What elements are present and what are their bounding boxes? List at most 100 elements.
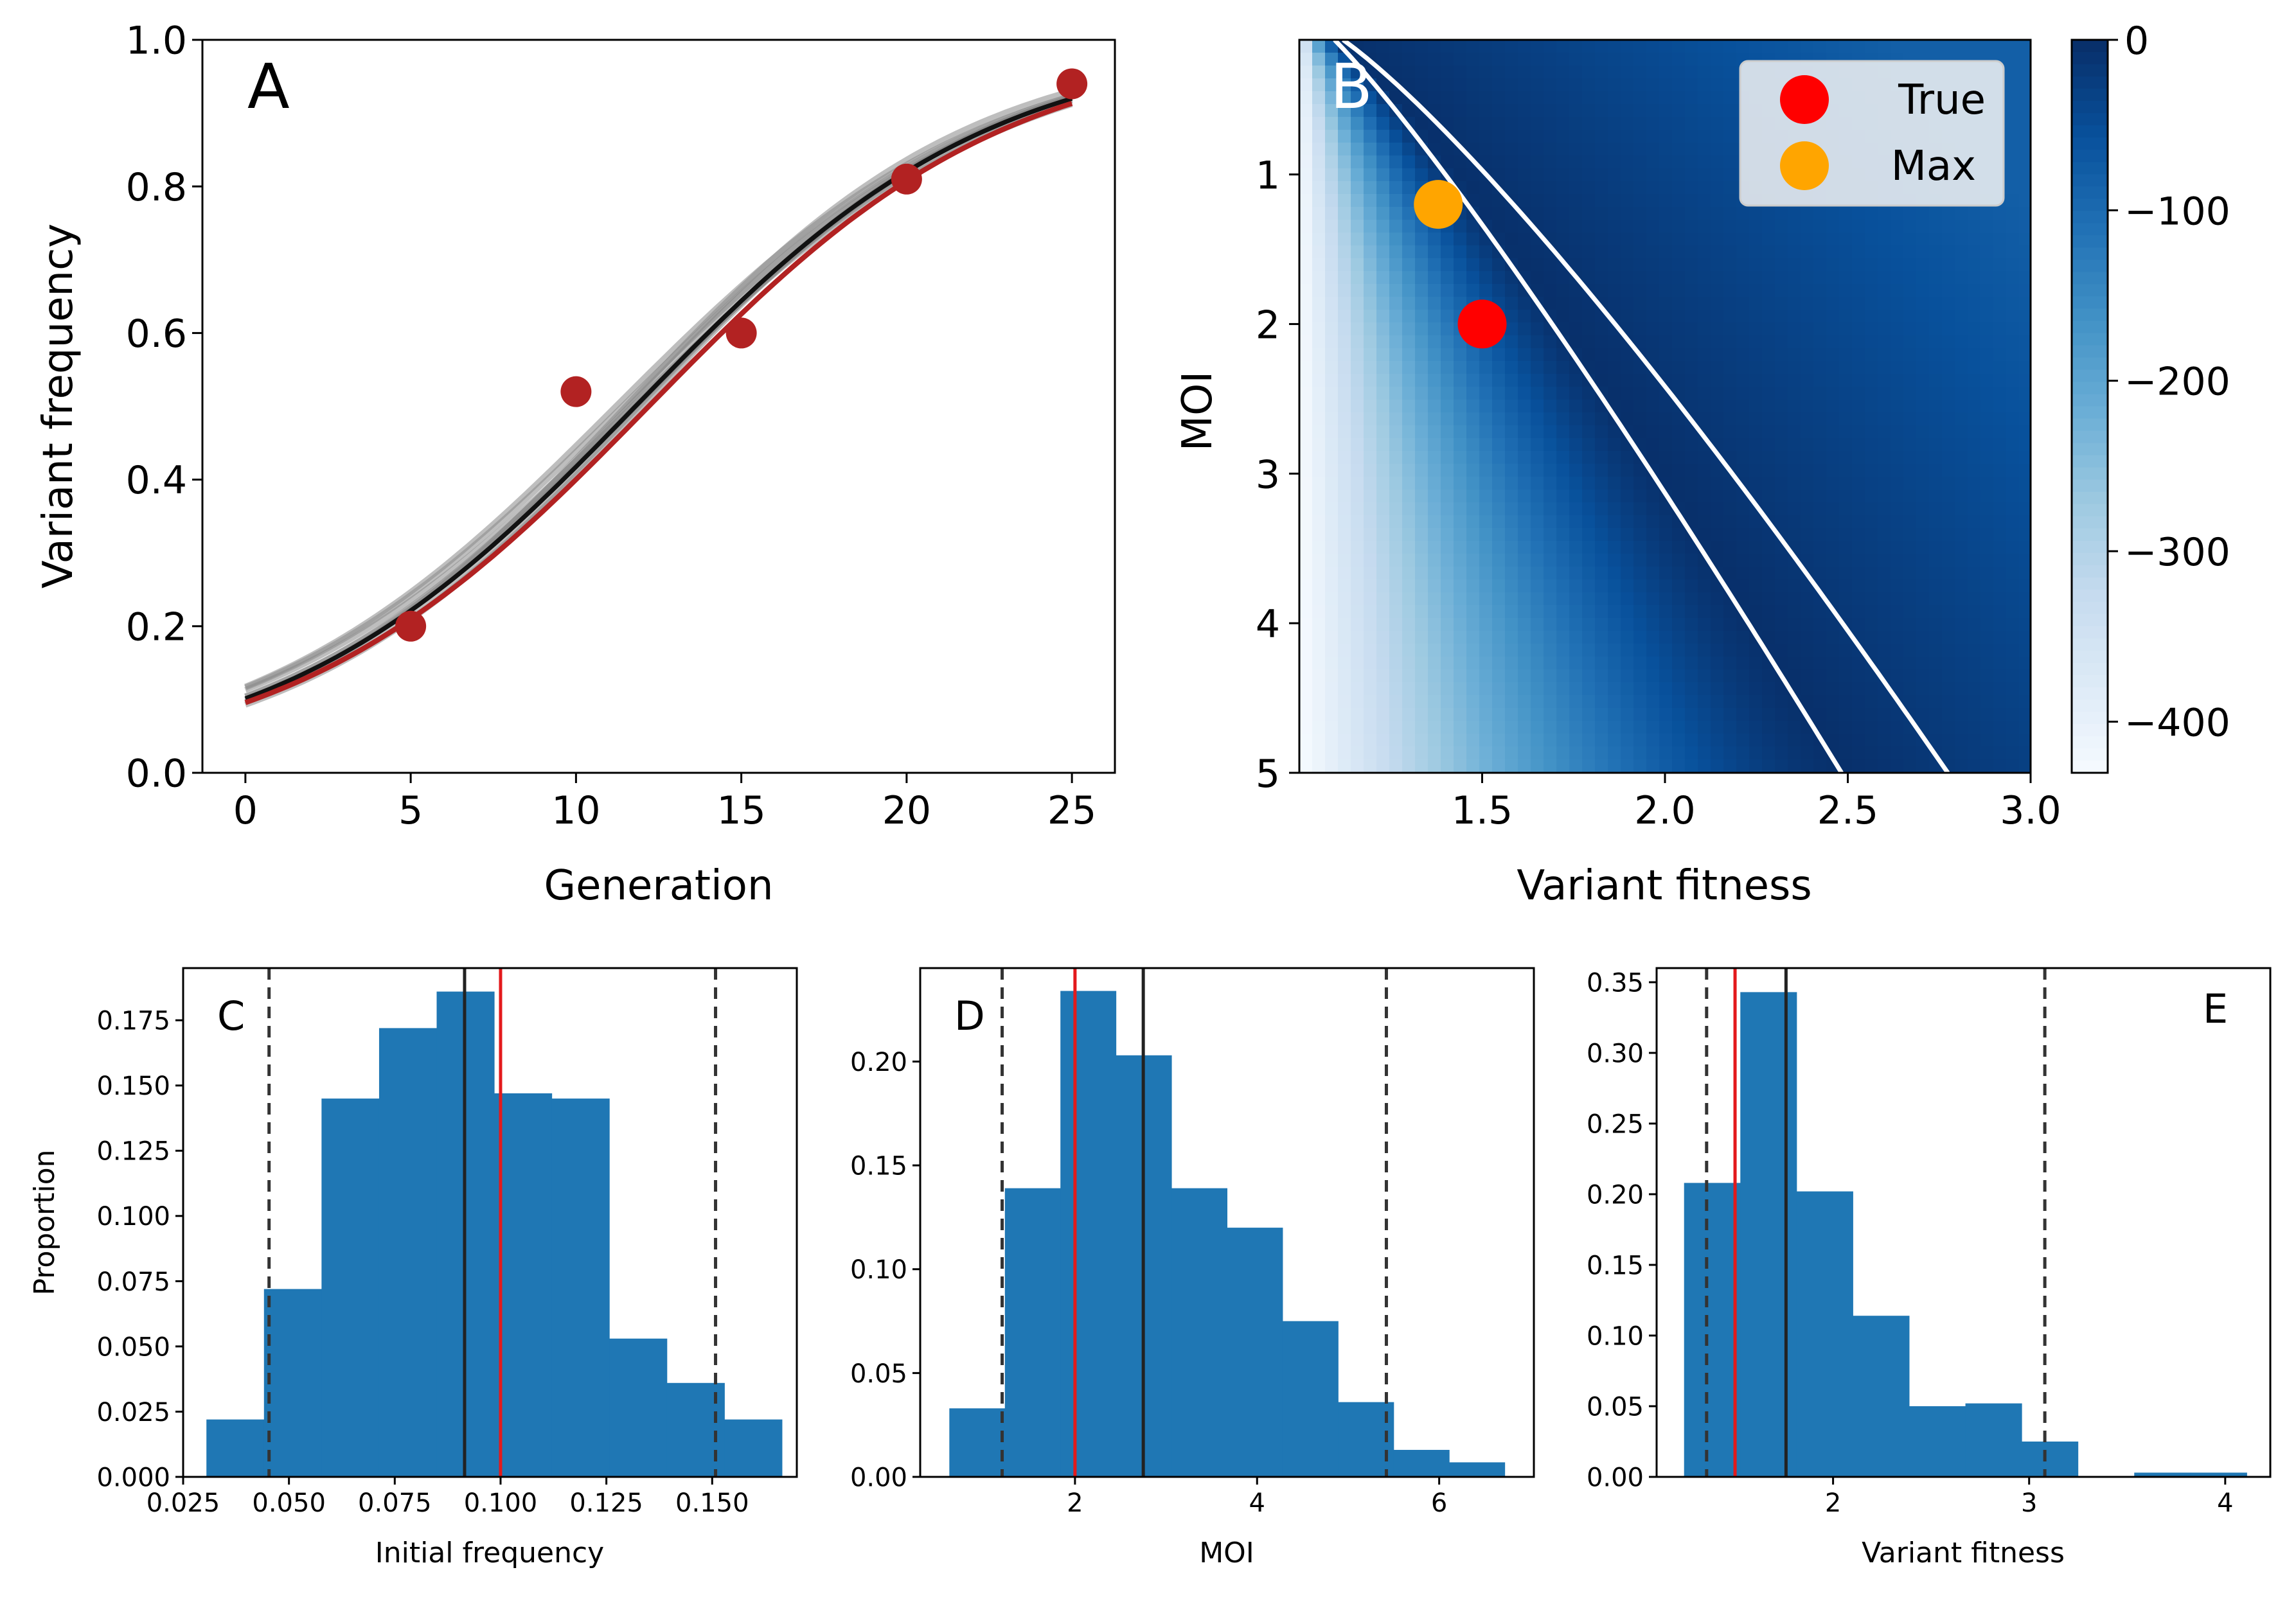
heatmap-cell	[1325, 233, 1339, 246]
heatmap-cell	[1312, 207, 1326, 220]
heatmap-cell	[1813, 258, 1827, 272]
heatmap-cell	[1505, 721, 1518, 734]
heatmap-cell	[1723, 657, 1737, 670]
heatmap-cell	[2019, 477, 2031, 490]
heatmap-cell	[1993, 271, 2007, 285]
heatmap-cell	[1723, 451, 1737, 464]
heatmap-cell	[1415, 168, 1428, 182]
heatmap-cell	[1338, 746, 1351, 760]
heatmap-cell	[1466, 631, 1480, 644]
heatmap-cell	[1826, 297, 1840, 310]
heatmap-cell	[1582, 567, 1596, 580]
colorbar-tick-label: −200	[2124, 360, 2230, 405]
heatmap-cell	[1338, 657, 1351, 670]
heatmap-cell	[1749, 515, 1763, 529]
heatmap-cell	[1659, 644, 1673, 657]
heatmap-cell	[1865, 412, 1878, 426]
heatmap-cell	[1351, 708, 1364, 721]
heatmap-cell	[1646, 348, 1660, 362]
heatmap-cell	[1415, 605, 1428, 619]
heatmap-cell	[1441, 117, 1454, 130]
heatmap-cell	[1621, 451, 1634, 464]
heatmap-cell	[1980, 502, 1994, 516]
heatmap-cell	[1454, 155, 1467, 169]
heatmap-cell	[1531, 130, 1544, 143]
heatmap-cell	[1839, 657, 1853, 670]
heatmap-cell	[1351, 91, 1364, 105]
heatmap-cell	[1723, 618, 1737, 631]
heatmap-cell	[1993, 528, 2007, 542]
heatmap-cell	[1672, 579, 1686, 593]
heatmap-cell	[1711, 335, 1724, 349]
heatmap-cell	[1505, 438, 1518, 452]
heatmap-cell	[1454, 78, 1467, 92]
heatmap-cell	[1942, 284, 1955, 297]
heatmap-cell	[1711, 53, 1724, 66]
heatmap-cell	[1993, 220, 2007, 233]
heatmap-cell	[1569, 258, 1583, 272]
heatmap-cell	[1775, 695, 1788, 709]
heatmap-cell	[1544, 438, 1557, 452]
heatmap-cell	[2019, 721, 2031, 734]
heatmap-cell	[1633, 412, 1647, 426]
heatmap-cell	[1312, 400, 1326, 413]
heatmap-cell	[1891, 438, 1904, 452]
heatmap-cell	[1621, 310, 1634, 323]
heatmap-cell	[1544, 104, 1557, 118]
heatmap-cell	[1325, 528, 1339, 542]
heatmap-cell	[1402, 464, 1416, 477]
heatmap-cell	[1826, 502, 1840, 516]
heatmap-cell	[1441, 78, 1454, 92]
heatmap-cell	[1775, 759, 1788, 773]
heatmap-cell	[1711, 168, 1724, 182]
heatmap-cell	[1801, 245, 1814, 259]
heatmap-cell	[1454, 759, 1467, 773]
heatmap-cell	[1980, 335, 1994, 349]
heatmap-cell	[1762, 605, 1775, 619]
heatmap-cell	[1659, 400, 1673, 413]
heatmap-cell	[1569, 682, 1583, 696]
heatmap-cell	[1813, 233, 1827, 246]
heatmap-cell	[1929, 502, 1943, 516]
heatmap-cell	[1813, 322, 1827, 336]
heatmap-cell	[1711, 708, 1724, 721]
panel-c-frame	[182, 967, 798, 1478]
heatmap-cell	[1968, 759, 1981, 773]
heatmap-cell	[1608, 335, 1621, 349]
heatmap-cell	[1916, 490, 1930, 503]
heatmap-cell	[1723, 746, 1737, 760]
heatmap-cell	[1351, 451, 1364, 464]
heatmap-cell	[2006, 579, 2020, 593]
heatmap-cell	[1492, 207, 1506, 220]
heatmap-cell	[1441, 464, 1454, 477]
heatmap-cell	[1351, 464, 1364, 477]
heatmap-cell	[1633, 772, 1647, 773]
heatmap-cell	[1402, 515, 1416, 529]
heatmap-cell	[1621, 53, 1634, 66]
heatmap-cell	[1531, 592, 1544, 606]
heatmap-cell	[1608, 682, 1621, 696]
heatmap-cell	[1479, 490, 1493, 503]
heatmap-cell	[1903, 657, 1917, 670]
heatmap-cell	[1376, 117, 1390, 130]
heatmap-cell	[1364, 644, 1377, 657]
heatmap-cell	[1428, 708, 1441, 721]
heatmap-cell	[1955, 374, 1968, 387]
heatmap-cell	[1878, 310, 1891, 323]
heatmap-cell	[1955, 207, 1968, 220]
heatmap-cell	[1839, 348, 1853, 362]
heatmap-cell	[1955, 451, 1968, 464]
heatmap-cell	[2019, 631, 2031, 644]
heatmap-cell	[1325, 451, 1339, 464]
heatmap-cell	[1325, 155, 1339, 169]
colorbar-segment	[2072, 211, 2108, 224]
heatmap-cell	[1621, 387, 1634, 400]
heatmap-cell	[1389, 130, 1403, 143]
heatmap-cell	[1762, 695, 1775, 709]
heatmap-cell	[1454, 657, 1467, 670]
heatmap-cell	[1338, 734, 1351, 747]
heatmap-cell	[1556, 708, 1570, 721]
heatmap-cell	[1801, 271, 1814, 285]
heatmap-cell	[1646, 245, 1660, 259]
heatmap-cell	[1762, 284, 1775, 297]
